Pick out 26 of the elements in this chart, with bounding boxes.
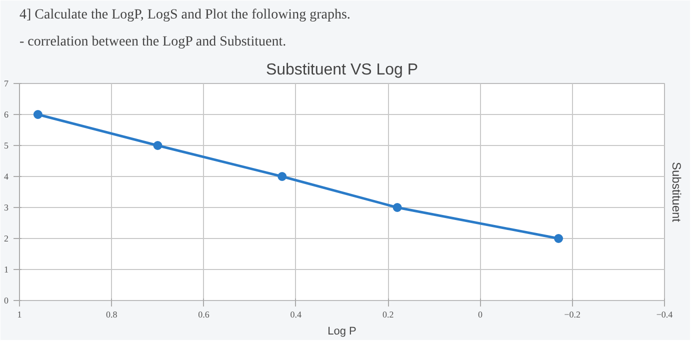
- x-tick-label: −0.2: [564, 310, 581, 320]
- y-tick-label: 6: [4, 110, 9, 120]
- point: [392, 203, 402, 212]
- text: - correlation between the LogP and Substituent.: [20, 34, 286, 50]
- y-tick-label: 3: [4, 202, 9, 212]
- chart-title: Substituent VS Log P: [266, 62, 418, 78]
- y-tick-label: 5: [4, 140, 9, 150]
- y-tick-label: 1: [4, 264, 8, 274]
- x-tick-label: −0.4: [656, 310, 674, 320]
- point: [153, 141, 162, 150]
- y-tick-label: 0: [4, 296, 9, 306]
- point: [554, 234, 564, 243]
- x-tick-label: 0.8: [106, 310, 118, 320]
- point: [278, 172, 287, 181]
- x-tick-label: 0.2: [382, 310, 394, 320]
- x-axis-title: Log P: [328, 326, 356, 338]
- text: 4] Calculate the LogP, LogS and Plot the following graphs.: [20, 8, 350, 22]
- y-axis-title: Substituent: [670, 162, 684, 223]
- x-tick-label: 0.4: [290, 310, 302, 320]
- point: [33, 110, 42, 119]
- y-tick-label: 4: [4, 172, 9, 182]
- x-tick-label: 0.6: [198, 310, 210, 320]
- y-tick-label: 7: [4, 78, 9, 88]
- x-tick-label: 1: [17, 310, 22, 320]
- y-tick-label: 2: [4, 234, 8, 244]
- x-tick-label: 0: [478, 310, 483, 320]
